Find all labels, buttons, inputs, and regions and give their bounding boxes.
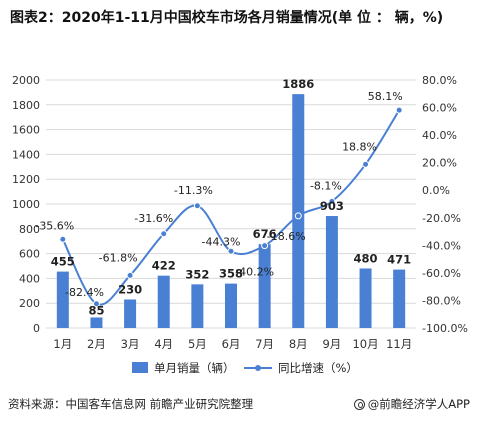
x-tick-label: 6月	[222, 337, 241, 351]
line-value-label: -11.3%	[174, 184, 213, 197]
bar-value-label: 358	[219, 267, 243, 281]
y-left-tick-label: 800	[19, 223, 40, 236]
line-point	[160, 230, 168, 238]
x-tick-label: 2月	[87, 337, 106, 351]
line-value-label: -44.3%	[202, 235, 241, 248]
y-left-tick-label: 1600	[12, 124, 40, 137]
line-value-label: -31.6%	[134, 212, 173, 225]
y-left-tick-label: 1200	[12, 173, 40, 186]
legend: 单月销量（辆） 同比增速（%）	[132, 361, 358, 375]
source-note: 资料来源：中国客车信息网 前瞻产业研究院整理	[8, 397, 254, 411]
y-left-tick-label: 600	[19, 248, 40, 261]
y-right-tick-label: -60.0%	[422, 267, 461, 280]
brand-credit: @前瞻经济学人APP	[353, 396, 470, 412]
bar-value-label: 230	[118, 282, 142, 296]
axes: 0 200 400 600 800 1000 1200 1400 1600 1800 2000 -10…	[12, 74, 468, 351]
brand-logo-icon	[353, 398, 365, 410]
line-value-label: 18.8%	[342, 140, 377, 153]
y-right-tick-label: -100.0%	[422, 322, 468, 335]
legend-swatch-bar	[132, 362, 148, 373]
y-right-tick-label: -80.0%	[422, 294, 461, 307]
line-value-label: -61.8%	[99, 251, 138, 264]
legend-label-bar: 单月销量（辆）	[154, 361, 235, 375]
chart-title: 图表2：2020年1-11月中国校车市场各月销量情况(单 位 ： 辆，%)	[10, 10, 444, 26]
line-value-label: -82.4%	[65, 286, 104, 299]
bar	[225, 283, 237, 328]
x-tick-label: 9月	[322, 337, 341, 351]
line-point	[395, 106, 403, 114]
bar	[191, 284, 204, 328]
bar	[90, 317, 103, 328]
bar	[292, 94, 305, 328]
line-value-label: -18.6%	[267, 230, 306, 243]
bar-series	[56, 94, 406, 328]
line-point	[193, 202, 201, 210]
bar	[124, 299, 137, 328]
y-right-tick-label: -40.0%	[422, 239, 461, 252]
x-tick-label: 5月	[188, 337, 207, 351]
legend-swatch-point	[255, 365, 261, 371]
y-right-tick-label: -20.0%	[422, 212, 461, 225]
data-labels: 455 85 230 422 352 358 676 1886 903 480 471 -35.6% -…	[35, 77, 411, 317]
line-value-label: -35.6%	[35, 219, 74, 232]
x-tick-label: 10月	[352, 337, 378, 351]
y-right-tick-label: 0.0%	[422, 184, 450, 197]
line-value-label: -40.2%	[235, 266, 274, 279]
y-left-tick-label: 1800	[12, 99, 40, 112]
bar-value-label: 352	[185, 267, 209, 281]
y-right-tick-label: 40.0%	[422, 129, 457, 142]
line-value-label: 58.1%	[368, 90, 403, 103]
y-right-tick-label: 80.0%	[422, 74, 457, 87]
line-point	[362, 160, 370, 168]
y-left-tick-label: 1400	[12, 148, 40, 161]
line-point	[59, 235, 67, 243]
bar	[56, 271, 69, 328]
y-left-tick-label: 400	[19, 272, 40, 285]
bar	[393, 269, 406, 328]
y-left-tick-label: 200	[19, 297, 40, 310]
bar-value-label: 676	[253, 227, 277, 241]
bar-value-label: 455	[51, 255, 75, 269]
bar-value-label: 422	[152, 259, 176, 273]
bar-value-label: 903	[320, 199, 344, 213]
y-left-tick-label: 1000	[12, 198, 40, 211]
x-tick-label: 4月	[154, 337, 173, 351]
bar	[258, 244, 271, 328]
y-right-tick-label: 20.0%	[422, 157, 457, 170]
line-series	[59, 106, 403, 308]
x-tick-label: 1月	[53, 337, 72, 351]
bar-value-label: 1886	[282, 77, 314, 91]
y-right-tick-label: 60.0%	[422, 102, 457, 115]
x-tick-label: 7月	[255, 337, 274, 351]
bar-value-label: 480	[354, 251, 378, 265]
brand-text: @前瞻经济学人APP	[367, 397, 470, 411]
y-left-tick-label: 2000	[12, 74, 40, 87]
bar	[325, 216, 338, 328]
line-point	[92, 300, 100, 308]
line-point	[126, 271, 134, 279]
bar-value-label: 471	[387, 253, 411, 267]
line-value-label: -8.1%	[310, 179, 342, 192]
bar	[359, 268, 372, 328]
line-point	[328, 197, 336, 205]
line-point	[261, 242, 269, 250]
line-point	[294, 212, 302, 220]
x-tick-label: 11月	[386, 337, 412, 351]
y-left-tick-label: 0	[33, 322, 40, 335]
line-point	[227, 247, 235, 255]
bar-value-label: 85	[88, 303, 104, 317]
x-tick-label: 3月	[121, 337, 140, 351]
bar	[157, 275, 170, 328]
x-tick-label: 8月	[289, 337, 308, 351]
legend-label-line: 同比增速（%）	[278, 361, 358, 375]
